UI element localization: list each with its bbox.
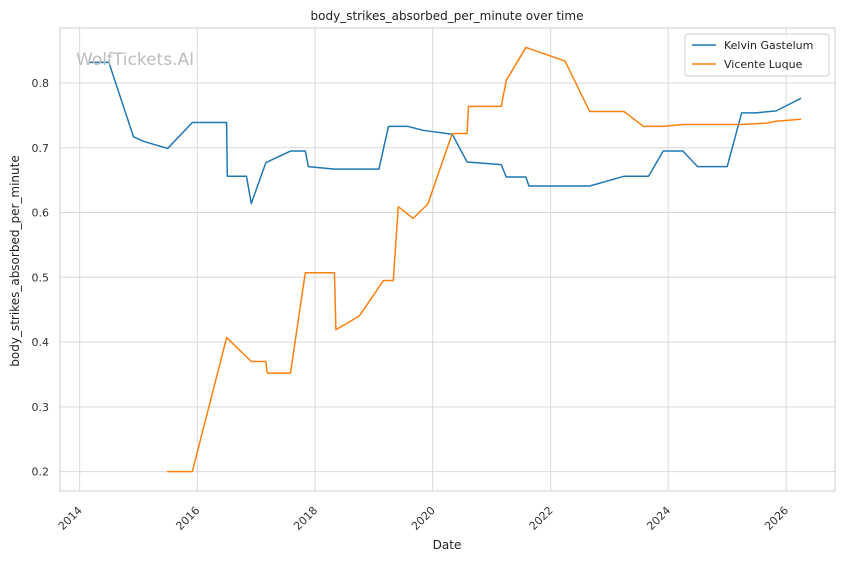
y-tick-label: 0.3	[32, 401, 50, 414]
legend-label-kelvin-gastelum: Kelvin Gastelum	[724, 39, 813, 52]
y-tick-label: 0.6	[32, 207, 50, 220]
y-tick-label: 0.4	[32, 336, 50, 349]
y-tick-label: 0.5	[32, 271, 50, 284]
y-tick-label: 0.2	[32, 466, 50, 479]
series-line-vicente-luque	[166, 46, 802, 473]
y-tick-label: 0.8	[32, 77, 50, 90]
y-axis-title: body_strikes_absorbed_per_minute	[8, 155, 22, 366]
y-tick-label: 0.7	[32, 142, 50, 155]
legend-label-vicente-luque: Vicente Luque	[724, 58, 803, 71]
watermark: WolfTickets.AI	[76, 50, 194, 70]
plot-frame	[59, 27, 836, 492]
chart-title: body_strikes_absorbed_per_minute over ti…	[311, 9, 584, 23]
legend: Kelvin Gastelum Vicente Luque	[684, 33, 830, 77]
legend-box	[684, 33, 830, 77]
series-line-kelvin-gastelum	[88, 61, 802, 205]
x-axis-title: Date	[433, 538, 462, 552]
series-lines	[88, 46, 802, 473]
